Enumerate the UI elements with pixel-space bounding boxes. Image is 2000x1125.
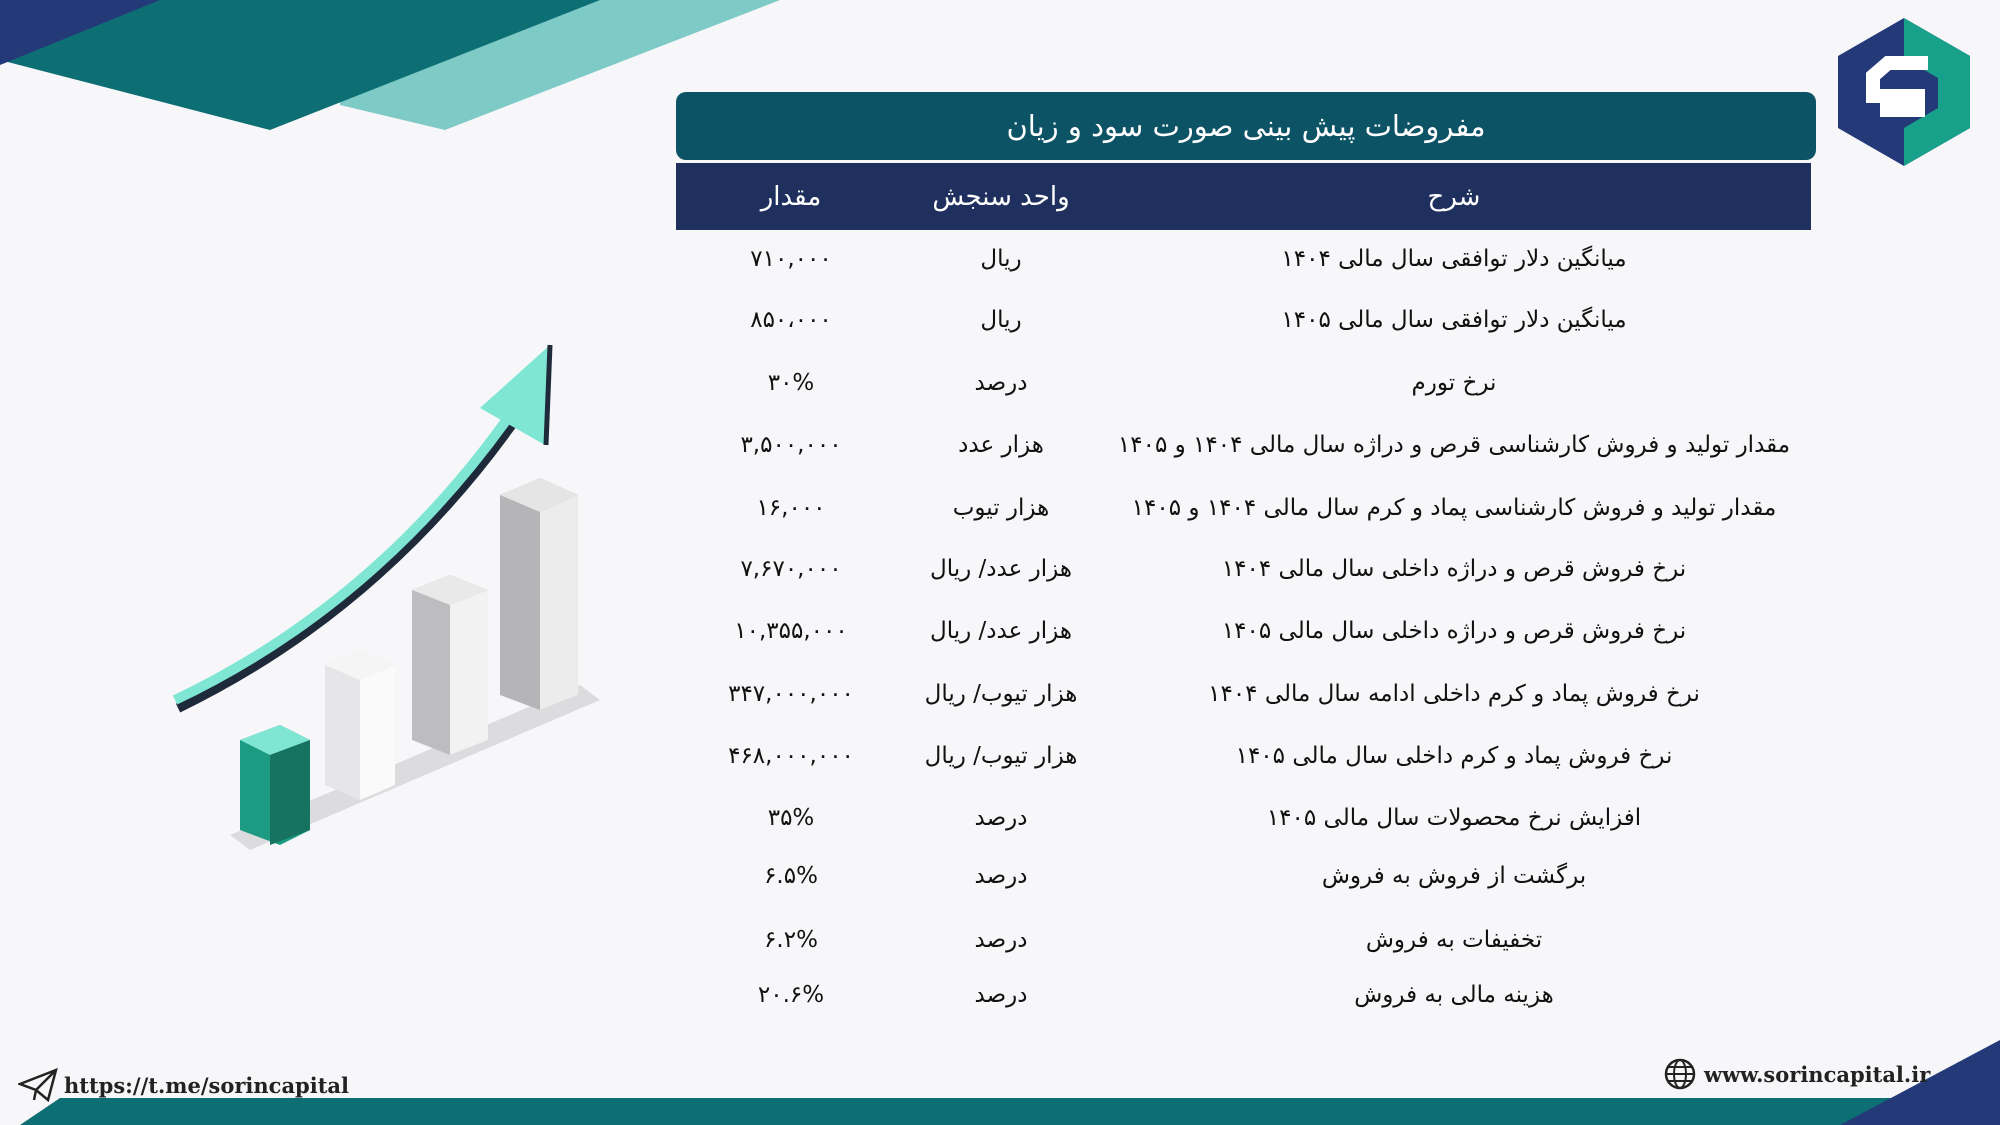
cell-unit: درصد	[974, 982, 1028, 1008]
cell-description: هزینه مالی به فروش	[1354, 982, 1554, 1008]
cell-value: ۷,۶۷۰,۰۰۰	[740, 556, 842, 582]
growth-chart-illustration	[172, 344, 600, 850]
cell-value: ۴۶۸,۰۰۰,۰۰۰	[728, 743, 854, 769]
cell-description: مقدار تولید و فروش کارشناسی قرص و دراژه …	[1117, 432, 1791, 458]
paper-plane-icon	[18, 1068, 58, 1102]
table-row: تخفیفات به فروش درصد ۶.۲%	[676, 915, 1811, 965]
cell-description: مقدار تولید و فروش کارشناسی پماد و کرم س…	[1131, 495, 1777, 521]
cell-value: ۸۵۰،۰۰۰	[750, 307, 832, 333]
table-row: نرخ فروش پماد و کرم داخلی ادامه سال مالی…	[676, 669, 1811, 719]
cell-unit: هزار عدد/ ریال	[930, 556, 1072, 582]
cell-unit: ریال	[980, 307, 1022, 333]
bar-1	[240, 725, 310, 845]
table-header: شرح واحد سنجش مقدار	[676, 163, 1811, 230]
page-title: مفروضات پیش بینی صورت سود و زیان	[676, 92, 1816, 160]
cell-unit: درصد	[974, 370, 1028, 396]
cell-value: ۱۶,۰۰۰	[756, 495, 826, 521]
cell-description: نرخ تورم	[1411, 370, 1497, 396]
table-row: نرخ فروش قرص و دراژه داخلی سال مالی ۱۴۰۵…	[676, 606, 1811, 656]
header-unit: واحد سنجش	[932, 181, 1070, 212]
cell-description: نرخ فروش قرص و دراژه داخلی سال مالی ۱۴۰۴	[1221, 556, 1687, 582]
cell-value: ۲۰.۶%	[757, 982, 825, 1008]
telegram-url[interactable]: https://t.me/sorincapital	[64, 1072, 350, 1098]
cell-description: میانگین دلار توافقی سال مالی ۱۴۰۴	[1281, 246, 1627, 272]
cell-value: ۷۱۰,۰۰۰	[750, 246, 832, 272]
table-row: نرخ تورم درصد ۳۰%	[676, 358, 1811, 408]
cell-unit: درصد	[974, 863, 1028, 889]
cell-unit: هزار عدد	[958, 432, 1044, 458]
website-link[interactable]: www.sorincapital.ir	[1664, 1058, 1930, 1090]
cell-unit: درصد	[974, 927, 1028, 953]
table-row: نرخ فروش قرص و دراژه داخلی سال مالی ۱۴۰۴…	[676, 544, 1811, 594]
cell-value: ۱۰,۳۵۵,۰۰۰	[734, 618, 848, 644]
arrow-icon	[175, 417, 520, 713]
cell-description: افزایش نرخ محصولات سال مالی ۱۴۰۵	[1266, 805, 1642, 831]
cell-unit: هزار تیوب/ ریال	[924, 681, 1078, 707]
table-row: مقدار تولید و فروش کارشناسی پماد و کرم س…	[676, 483, 1811, 533]
cell-description: میانگین دلار توافقی سال مالی ۱۴۰۵	[1281, 307, 1627, 333]
cell-value: ۳۵%	[767, 805, 815, 831]
decorative-corner-shapes	[0, 0, 780, 130]
cell-description: برگشت از فروش به فروش	[1321, 863, 1587, 889]
bar-2	[325, 650, 395, 800]
cell-description: نرخ فروش پماد و کرم داخلی سال مالی ۱۴۰۵	[1235, 743, 1673, 769]
table-row: میانگین دلار توافقی سال مالی ۱۴۰۴ ریال ۷۱۰…	[676, 234, 1811, 284]
table-row: میانگین دلار توافقی سال مالی ۱۴۰۵ ریال ۸۵۰…	[676, 295, 1811, 345]
table-row: هزینه مالی به فروش درصد ۲۰.۶%	[676, 970, 1811, 1020]
table-row: افزایش نرخ محصولات سال مالی ۱۴۰۵ درصد ۳۵%	[676, 793, 1811, 843]
cell-unit: هزار عدد/ ریال	[930, 618, 1072, 644]
cell-value: ۶.۵%	[764, 863, 818, 889]
cell-value: ۳۴۷,۰۰۰,۰۰۰	[728, 681, 854, 707]
header-value: مقدار	[760, 181, 822, 212]
footer-bar	[20, 1040, 2000, 1125]
website-url[interactable]: www.sorincapital.ir	[1704, 1061, 1931, 1087]
cell-unit: درصد	[974, 805, 1028, 831]
bar-4	[500, 478, 578, 710]
cell-description: تخفیفات به فروش	[1365, 927, 1543, 953]
cell-value: ۳۰%	[767, 370, 815, 396]
globe-icon	[1664, 1058, 1696, 1090]
table-row: مقدار تولید و فروش کارشناسی قرص و دراژه …	[676, 420, 1811, 470]
header-description: شرح	[1427, 181, 1481, 212]
cell-unit: هزار تیوب/ ریال	[924, 743, 1078, 769]
cell-description: نرخ فروش قرص و دراژه داخلی سال مالی ۱۴۰۵	[1221, 618, 1687, 644]
table-row: برگشت از فروش به فروش درصد ۶.۵%	[676, 851, 1811, 901]
telegram-link[interactable]: https://t.me/sorincapital	[18, 1068, 349, 1102]
cell-value: ۶.۲%	[764, 927, 818, 953]
cell-unit: ریال	[980, 246, 1022, 272]
table-row: نرخ فروش پماد و کرم داخلی سال مالی ۱۴۰۵ ه…	[676, 731, 1811, 781]
cell-value: ۳,۵۰۰,۰۰۰	[740, 432, 842, 458]
cell-description: نرخ فروش پماد و کرم داخلی ادامه سال مالی…	[1208, 681, 1700, 707]
cell-unit: هزار تیوب	[952, 495, 1050, 521]
sorin-logo	[1838, 18, 1970, 166]
bar-3	[412, 575, 488, 755]
